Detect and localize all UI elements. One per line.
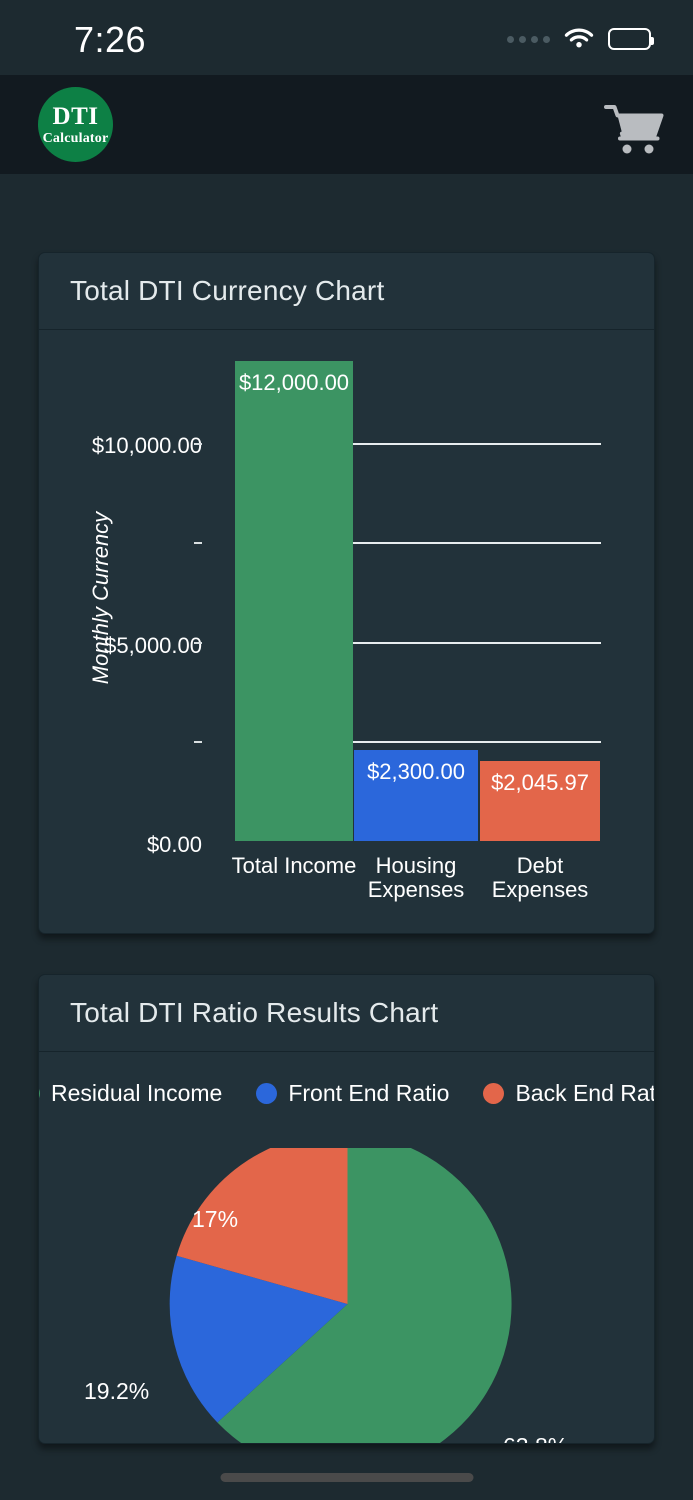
logo-subtitle: Calculator <box>42 130 109 146</box>
logo-title: DTI <box>52 102 99 130</box>
status-bar: 7:26 <box>0 0 693 75</box>
legend-swatch-icon <box>483 1083 505 1104</box>
pie-slice-residual-income[interactable] <box>217 1133 512 1444</box>
y-tick-label: $10,000.00 <box>91 433 202 458</box>
x-tick-label-total-income: Total Income <box>231 853 357 878</box>
bar-value-label: $2,300.00 <box>367 759 465 784</box>
bar-housing-expenses[interactable]: $2,300.00 <box>354 750 478 841</box>
x-tick-label-debt-expenses: Debt Expenses <box>491 853 589 902</box>
app-header-bar <box>0 75 693 174</box>
bar-debt-expenses[interactable]: $2,045.97 <box>480 761 600 841</box>
gridline <box>353 542 601 544</box>
pie-graphic: 17% 19.2% 63.8% <box>39 1132 654 1444</box>
legend-item-residual-income[interactable]: Residual Income <box>39 1080 222 1107</box>
pie-chart: Residual Income Front End Ratio Back End… <box>39 1052 654 1444</box>
y-tick-label: $5,000.00 <box>104 633 202 658</box>
status-indicators <box>507 26 654 53</box>
bar-value-label: $12,000.00 <box>238 370 350 395</box>
dti-calculator-logo[interactable]: DTI Calculator <box>38 87 113 162</box>
card-title: Total DTI Ratio Results Chart <box>70 997 439 1028</box>
shopping-cart-icon[interactable] <box>604 103 666 164</box>
gridline <box>353 443 601 445</box>
bar-value-label: $2,045.97 <box>491 770 589 795</box>
legend-item-front-end-ratio[interactable]: Front End Ratio <box>256 1080 449 1107</box>
bar-total-income[interactable]: $12,000.00 <box>235 361 353 841</box>
x-tick-label-housing-expenses: Housing Expenses <box>367 853 465 902</box>
y-tick-mark <box>194 542 202 544</box>
y-tick-mark <box>194 741 202 743</box>
status-time: 7:26 <box>74 19 147 60</box>
card-total-dti-currency-chart: Total DTI Currency Chart Monthly Currenc… <box>38 252 655 934</box>
card-title: Total DTI Currency Chart <box>70 275 385 306</box>
pie-label-back-end-ratio: 17% <box>192 1206 239 1232</box>
pie-label-residual-income: 63.8% <box>503 1433 568 1443</box>
card-header: Total DTI Currency Chart <box>39 253 654 330</box>
pie-slice-front-end-ratio[interactable] <box>169 1255 348 1423</box>
legend-label: Front End Ratio <box>288 1080 450 1106</box>
pie-slice-back-end-ratio[interactable] <box>176 1132 348 1304</box>
wifi-icon <box>564 26 594 53</box>
home-indicator[interactable] <box>220 1473 473 1482</box>
y-tick-label: $0.00 <box>146 832 202 857</box>
pie-legend: Residual Income Front End Ratio Back End… <box>39 1080 654 1107</box>
pie-label-front-end-ratio: 19.2% <box>84 1378 150 1404</box>
legend-swatch-icon <box>39 1083 41 1104</box>
signal-dots-icon <box>507 35 550 43</box>
legend-label: Residual Income <box>51 1080 223 1106</box>
gridline <box>353 741 601 743</box>
card-total-dti-ratio-results-chart: Total DTI Ratio Results Chart Residual I… <box>38 974 655 1444</box>
legend-item-back-end-ratio[interactable]: Back End Ratio <box>483 1080 654 1107</box>
card-header: Total DTI Ratio Results Chart <box>39 975 654 1052</box>
gridline <box>353 642 601 644</box>
pie-svg <box>169 1132 512 1444</box>
legend-swatch-icon <box>256 1083 278 1104</box>
y-tick-mark <box>194 443 202 445</box>
bar-chart: Monthly Currency $10,000.00 $5,000.00 $0… <box>39 330 654 933</box>
y-tick-mark <box>194 642 202 644</box>
y-axis: $10,000.00 $5,000.00 $0.00 <box>47 330 202 933</box>
legend-label: Back End Ratio <box>515 1080 654 1106</box>
battery-full-icon <box>608 28 654 50</box>
